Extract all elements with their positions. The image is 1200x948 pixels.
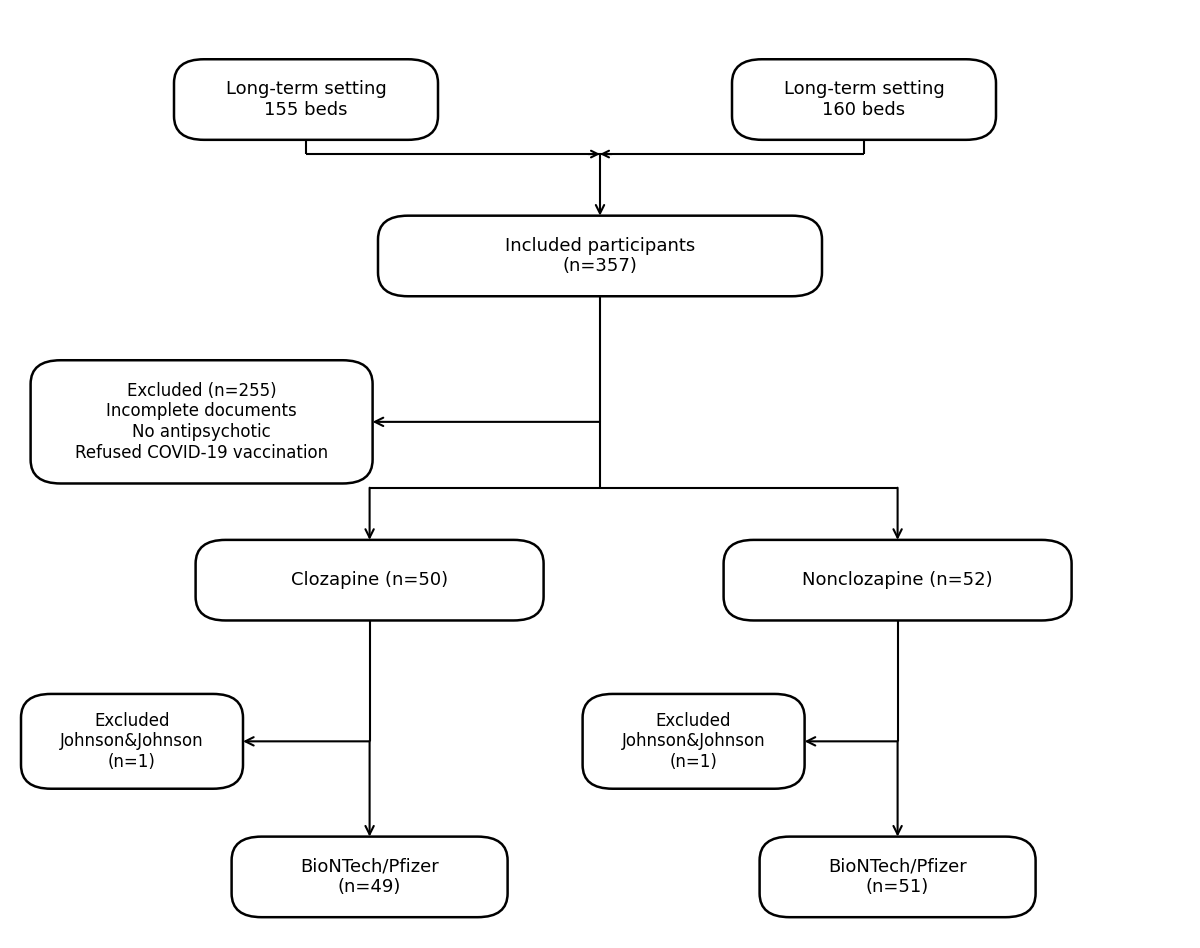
FancyBboxPatch shape — [724, 540, 1072, 620]
FancyBboxPatch shape — [31, 360, 373, 483]
Text: Excluded
Johnson&Johnson
(n=1): Excluded Johnson&Johnson (n=1) — [622, 712, 766, 771]
Text: Long-term setting
160 beds: Long-term setting 160 beds — [784, 81, 944, 118]
Text: Long-term setting
155 beds: Long-term setting 155 beds — [226, 81, 386, 118]
FancyBboxPatch shape — [22, 694, 244, 789]
Text: Excluded
Johnson&Johnson
(n=1): Excluded Johnson&Johnson (n=1) — [60, 712, 204, 771]
FancyBboxPatch shape — [378, 216, 822, 297]
FancyBboxPatch shape — [582, 694, 804, 789]
FancyBboxPatch shape — [196, 540, 544, 620]
FancyBboxPatch shape — [732, 60, 996, 139]
Text: BioNTech/Pfizer
(n=51): BioNTech/Pfizer (n=51) — [828, 858, 967, 896]
Text: Nonclozapine (n=52): Nonclozapine (n=52) — [803, 572, 992, 589]
FancyBboxPatch shape — [174, 60, 438, 139]
Text: BioNTech/Pfizer
(n=49): BioNTech/Pfizer (n=49) — [300, 858, 439, 896]
FancyBboxPatch shape — [760, 837, 1036, 918]
Text: Included participants
(n=357): Included participants (n=357) — [505, 237, 695, 275]
FancyBboxPatch shape — [232, 837, 508, 918]
Text: Clozapine (n=50): Clozapine (n=50) — [292, 572, 448, 589]
Text: Excluded (n=255)
Incomplete documents
No antipsychotic
Refused COVID-19 vaccinat: Excluded (n=255) Incomplete documents No… — [76, 382, 328, 462]
